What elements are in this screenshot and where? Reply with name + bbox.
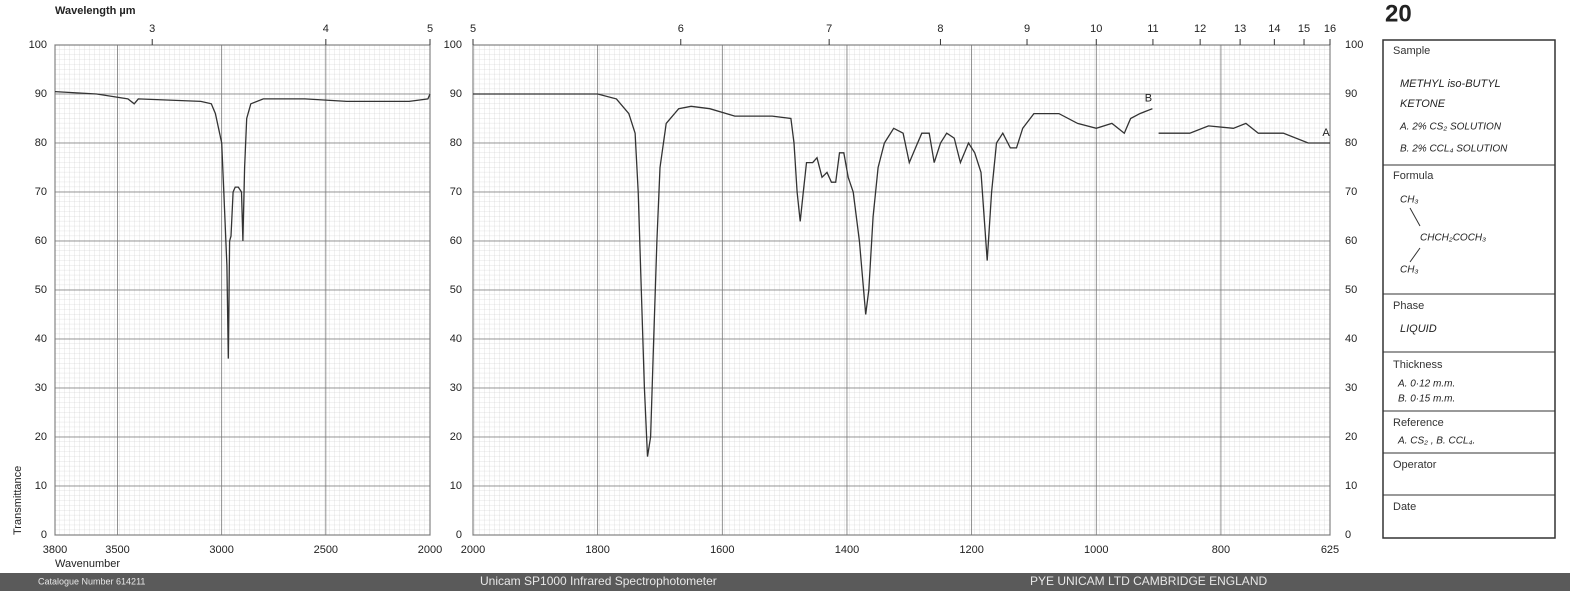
footer-text: PYE UNICAM LTD CAMBRIDGE ENGLAND (1030, 574, 1267, 588)
card-line: A. CS₂ , B. CCL₄. (1397, 436, 1475, 447)
footer-text: Catalogue Number 614211 (38, 576, 145, 586)
y-tick-label: 90 (1345, 88, 1357, 100)
card-line: KETONE (1400, 98, 1446, 110)
y-tick-label: 80 (35, 137, 47, 149)
y-tick-label: 90 (35, 88, 47, 100)
x-tick-label: 1000 (1084, 544, 1108, 556)
page-number: 20 (1385, 0, 1412, 27)
card-line: METHYL iso-BUTYL (1400, 78, 1501, 90)
card-heading: Operator (1393, 459, 1437, 471)
y-tick-label: 100 (444, 39, 462, 51)
x-tick-label: 1400 (835, 544, 859, 556)
x-tick-label: 1600 (710, 544, 734, 556)
y-tick-label: 80 (1345, 137, 1357, 149)
y-tick-label: 70 (1345, 186, 1357, 198)
y-tick-label: 60 (35, 235, 47, 247)
footer-text: Unicam SP1000 Infrared Spectrophotometer (480, 574, 717, 588)
y-tick-label: 10 (35, 480, 47, 492)
y-tick-label: 10 (450, 480, 462, 492)
spectrum-line (1158, 122, 1330, 144)
card-heading: Reference (1393, 417, 1444, 429)
card-heading: Sample (1393, 45, 1430, 57)
x2-tick-label: 13 (1234, 23, 1246, 35)
y-tick-label: 80 (450, 137, 462, 149)
y-tick-label: 50 (1345, 284, 1357, 296)
card-heading: Formula (1393, 170, 1434, 182)
x2-tick-label: 12 (1194, 23, 1206, 35)
y-tick-label: 60 (450, 235, 462, 247)
footer-band (0, 573, 1570, 591)
y-tick-label: 50 (35, 284, 47, 296)
x2-tick-label: 5 (427, 23, 433, 35)
card-line: CHCH₂COCH₃ (1420, 233, 1486, 244)
x2-tick-label: 8 (937, 23, 943, 35)
card-heading: Thickness (1393, 359, 1443, 371)
card-line: A. 2% CS₂ SOLUTION (1399, 122, 1502, 133)
y-tick-label: 10 (1345, 480, 1357, 492)
y-tick-label: 60 (1345, 235, 1357, 247)
y-tick-label: 30 (1345, 382, 1357, 394)
x-tick-label: 1200 (959, 544, 983, 556)
x-tick-label: 800 (1212, 544, 1230, 556)
series-label: B (1145, 93, 1152, 105)
y-axis-title: Transmittance (12, 466, 24, 535)
x2-tick-label: 15 (1298, 23, 1310, 35)
x2-tick-label: 14 (1268, 23, 1280, 35)
x2-tick-label: 10 (1090, 23, 1102, 35)
y-tick-label: 0 (41, 529, 47, 541)
y-tick-label: 30 (450, 382, 462, 394)
card-heading: Phase (1393, 300, 1424, 312)
series-label: A (1322, 127, 1330, 139)
y-tick-label: 90 (450, 88, 462, 100)
x-tick-label: 2000 (418, 544, 442, 556)
x-axis-title: Wavenumber (55, 558, 120, 570)
x2-tick-label: 6 (678, 23, 684, 35)
x-tick-label: 625 (1321, 544, 1339, 556)
y-tick-label: 40 (450, 333, 462, 345)
y-tick-label: 50 (450, 284, 462, 296)
card-frame (1382, 39, 1556, 539)
x-tick-label: 2500 (314, 544, 338, 556)
y-tick-label: 70 (450, 186, 462, 198)
spectrum-line (54, 90, 431, 359)
card-line: LIQUID (1400, 323, 1437, 335)
x-tick-label: 3800 (43, 544, 67, 556)
y-tick-label: 20 (35, 431, 47, 443)
x2-tick-label: 3 (149, 23, 155, 35)
x2-tick-label: 5 (470, 23, 476, 35)
x-tick-label: 3500 (105, 544, 129, 556)
x2-tick-label: 4 (323, 23, 329, 35)
y-tick-label: 0 (1345, 529, 1351, 541)
bond (1409, 207, 1421, 227)
y-tick-label: 40 (35, 333, 47, 345)
card-line: B. 2% CCL₄ SOLUTION (1400, 144, 1508, 155)
y-tick-label: 20 (450, 431, 462, 443)
x2-axis-title: Wavelength µm (55, 5, 136, 17)
y-tick-label: 20 (1345, 431, 1357, 443)
card-line: CH₃ (1400, 195, 1418, 206)
y-tick-label: 100 (1345, 39, 1363, 51)
y-tick-label: 70 (35, 186, 47, 198)
x2-tick-label: 16 (1324, 23, 1336, 35)
card-heading: Date (1393, 501, 1416, 513)
x2-tick-label: 11 (1147, 23, 1158, 35)
x-tick-label: 3000 (209, 544, 233, 556)
x2-tick-label: 7 (826, 23, 832, 35)
y-tick-label: 100 (29, 39, 47, 51)
bond (1409, 247, 1421, 263)
card-line: A. 0·12 m.m. (1397, 379, 1455, 390)
card-line: CH₃ (1400, 265, 1418, 276)
x-tick-label: 1800 (585, 544, 609, 556)
y-tick-label: 40 (1345, 333, 1357, 345)
x-tick-label: 2000 (461, 544, 485, 556)
spectrum-line (473, 93, 1153, 457)
x2-tick-label: 9 (1024, 23, 1030, 35)
info-card: Sample METHYL iso-BUTYL KETONE A. 2% CS₂… (1382, 39, 1556, 539)
y-tick-label: 30 (35, 382, 47, 394)
card-line: B. 0·15 m.m. (1398, 394, 1455, 405)
y-tick-label: 0 (456, 529, 462, 541)
